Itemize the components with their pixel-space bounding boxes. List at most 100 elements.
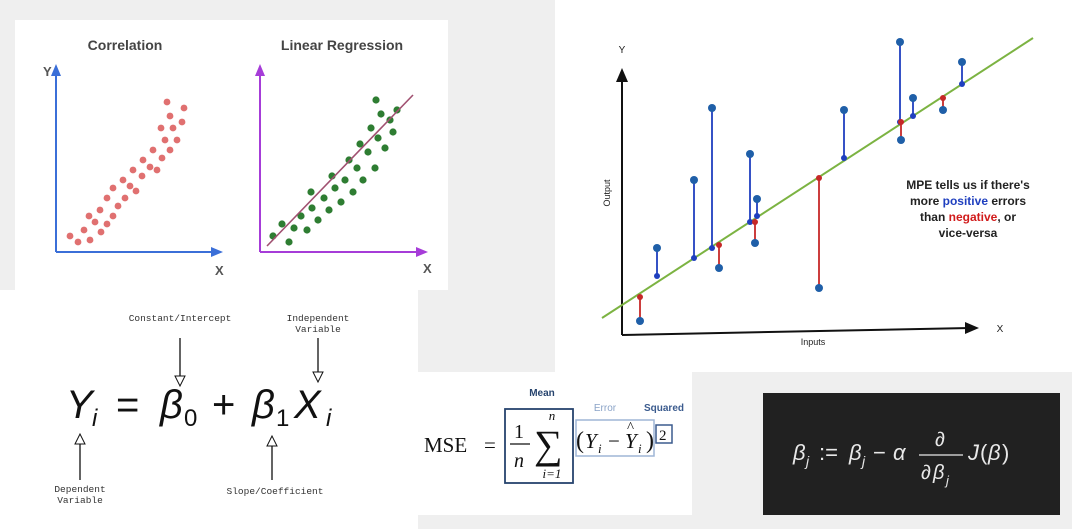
correlation-regression-figure: Correlation Linear Regression Y X X bbox=[43, 37, 432, 278]
regression-point bbox=[393, 106, 401, 114]
correlation-point bbox=[173, 136, 181, 144]
mpe-error-segments bbox=[636, 38, 966, 325]
correlation-point bbox=[161, 136, 169, 144]
correlation-point bbox=[149, 146, 157, 154]
regression-line bbox=[266, 94, 414, 247]
predicted-point bbox=[747, 219, 753, 225]
predicted-point bbox=[716, 242, 722, 248]
mse-n: n bbox=[514, 450, 524, 472]
error-label: Error bbox=[594, 403, 617, 414]
correlation-point bbox=[157, 124, 165, 132]
predicted-point bbox=[752, 219, 758, 225]
regression-point bbox=[325, 206, 333, 214]
svg-text:J: J bbox=[967, 440, 980, 465]
svg-text:−: − bbox=[873, 440, 886, 465]
predicted-point bbox=[816, 175, 822, 181]
correlation-point bbox=[91, 218, 99, 226]
regression-equation-figure: Y i = β 0 + β 1 X i bbox=[66, 338, 332, 480]
mpe-note-line4: vice-versa bbox=[938, 226, 998, 240]
gradient-update-panel: β j := β j − α ∂ ∂ β j J ( β ) bbox=[763, 393, 1060, 515]
regression-point bbox=[278, 220, 286, 228]
svg-text:X: X bbox=[293, 383, 322, 427]
independent-label-line2: Variable bbox=[295, 324, 341, 335]
mse-one: 1 bbox=[514, 421, 524, 443]
regression-point bbox=[377, 110, 385, 118]
right-x-label: X bbox=[423, 261, 432, 276]
actual-point bbox=[909, 94, 917, 102]
regression-point bbox=[374, 134, 382, 142]
predicted-point bbox=[754, 213, 760, 219]
mpe-note-negative: negative bbox=[948, 210, 998, 224]
gradient-update-equation: β j := β j − α ∂ ∂ β j J ( β ) bbox=[792, 429, 1009, 488]
actual-point bbox=[746, 150, 754, 158]
svg-text:β: β bbox=[251, 383, 275, 427]
mpe-panel: Y X Inputs Output MPE tells us if there'… bbox=[555, 0, 1072, 372]
actual-point bbox=[715, 264, 723, 272]
right-x-arrow-icon bbox=[416, 247, 428, 257]
independent-arrow-head-icon bbox=[312, 371, 324, 384]
svg-text:=: = bbox=[116, 383, 139, 427]
svg-text:β: β bbox=[848, 440, 862, 465]
correlation-point bbox=[96, 206, 104, 214]
mse-minus: − bbox=[608, 429, 620, 453]
inputs-label: Inputs bbox=[801, 337, 826, 347]
regression-equation: Y i = β 0 + β 1 X i bbox=[66, 383, 332, 432]
correlation-point bbox=[169, 124, 177, 132]
actual-point bbox=[751, 239, 759, 247]
dependent-label-line2: Variable bbox=[57, 495, 103, 506]
correlation-point bbox=[85, 212, 93, 220]
regression-point bbox=[359, 176, 367, 184]
mse-lhs: MSE bbox=[424, 433, 467, 457]
predicted-point bbox=[654, 273, 660, 279]
correlation-point bbox=[80, 226, 88, 234]
regression-point bbox=[364, 148, 372, 156]
svg-text:): ) bbox=[1002, 440, 1009, 465]
svg-text:1: 1 bbox=[276, 405, 289, 432]
svg-text:+: + bbox=[212, 383, 235, 427]
actual-point bbox=[690, 176, 698, 184]
mpe-note-line3: than negative, or bbox=[893, 209, 1043, 225]
svg-text::=: := bbox=[819, 440, 838, 465]
mse-exponent: 2 bbox=[659, 428, 667, 444]
regression-point bbox=[320, 194, 328, 202]
correlation-point bbox=[180, 104, 188, 112]
mpe-x-label: X bbox=[997, 324, 1004, 335]
correlation-point bbox=[132, 187, 140, 195]
svg-text:(: ( bbox=[980, 440, 988, 465]
correlation-point bbox=[138, 172, 146, 180]
linear-regression-title: Linear Regression bbox=[281, 37, 403, 53]
regression-equation-panel: Constant/Intercept Independent Variable … bbox=[0, 290, 418, 529]
predicted-point bbox=[959, 81, 965, 87]
independent-variable-label: Independent Variable bbox=[268, 313, 368, 335]
predicted-point bbox=[637, 294, 643, 300]
regression-point bbox=[341, 176, 349, 184]
svg-text:j: j bbox=[804, 453, 810, 469]
regression-point bbox=[314, 216, 322, 224]
mean-label: Mean bbox=[529, 388, 555, 399]
output-label: Output bbox=[602, 179, 612, 207]
correlation-point bbox=[129, 166, 137, 174]
regression-point bbox=[381, 144, 389, 152]
correlation-point bbox=[178, 118, 186, 126]
svg-text:i: i bbox=[326, 405, 332, 432]
svg-text:β: β bbox=[159, 383, 183, 427]
mean-box bbox=[504, 408, 574, 484]
regression-point bbox=[367, 124, 375, 132]
mpe-x-axis bbox=[621, 327, 971, 336]
regression-point bbox=[371, 164, 379, 172]
slope-arrow-head-icon bbox=[266, 434, 278, 447]
svg-text:Y: Y bbox=[66, 383, 96, 427]
actual-point bbox=[840, 106, 848, 114]
actual-point bbox=[939, 106, 947, 114]
regression-point bbox=[331, 184, 339, 192]
correlation-point bbox=[103, 220, 111, 228]
actual-point bbox=[815, 284, 823, 292]
svg-text:∂: ∂ bbox=[921, 462, 931, 484]
correlation-point bbox=[121, 194, 129, 202]
regression-point bbox=[389, 128, 397, 136]
regression-point bbox=[353, 164, 361, 172]
mpe-figure: Y X Inputs Output bbox=[601, 37, 1034, 347]
mpe-note: MPE tells us if there's more positive er… bbox=[893, 177, 1043, 241]
left-y-label: Y bbox=[43, 64, 52, 79]
correlation-point bbox=[109, 184, 117, 192]
